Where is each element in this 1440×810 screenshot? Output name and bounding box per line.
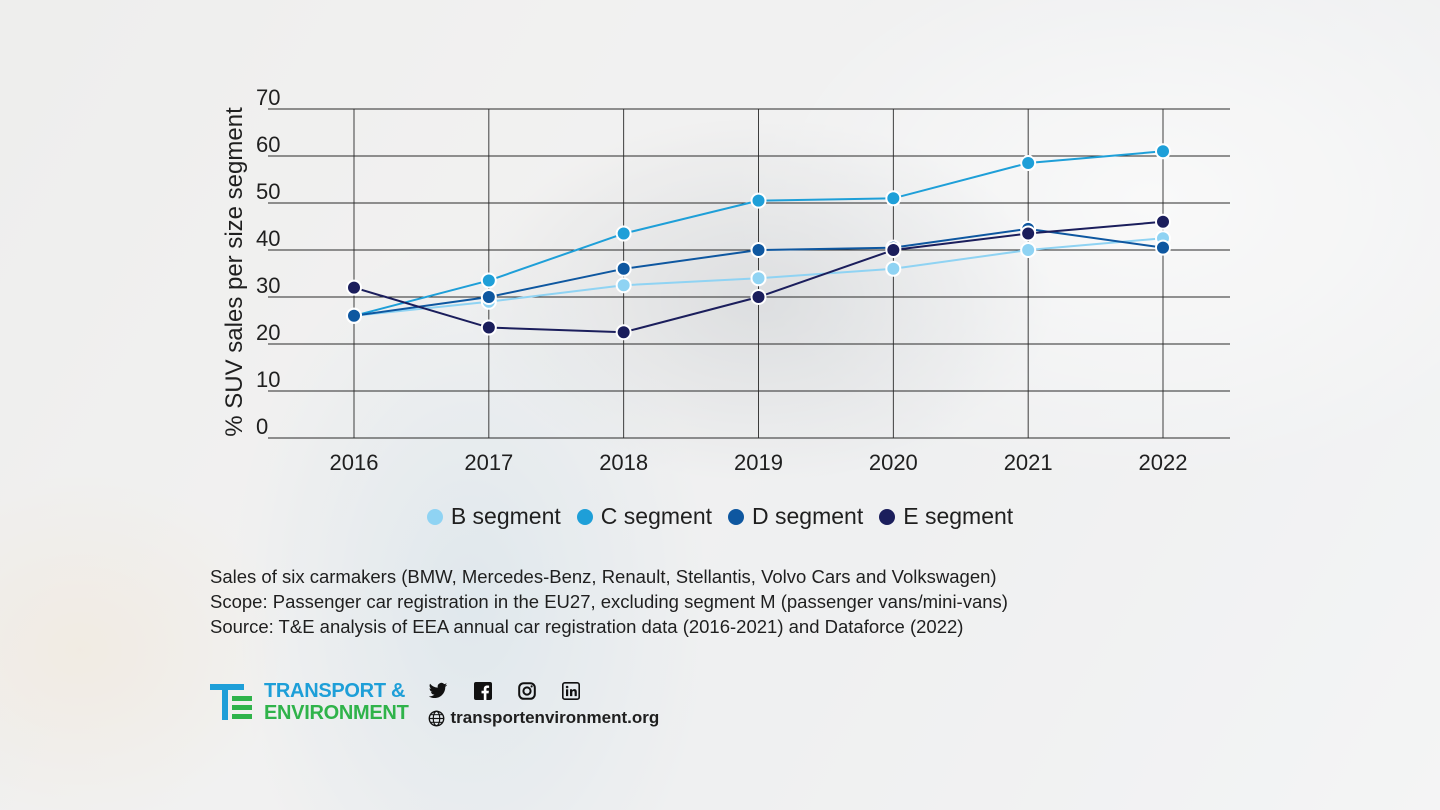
x-tick-label: 2016 bbox=[330, 450, 379, 475]
data-point bbox=[1155, 143, 1171, 160]
website-link[interactable]: transportenvironment.org bbox=[450, 708, 660, 727]
data-point bbox=[1020, 155, 1037, 172]
legend-swatch bbox=[728, 508, 744, 525]
legend-item: D segment bbox=[728, 503, 863, 530]
y-axis-label: % SUV sales per size segment bbox=[221, 107, 248, 437]
chart-legend: B segment C segment D segment E segment bbox=[0, 503, 1440, 530]
y-tick-label: 50 bbox=[256, 179, 280, 204]
data-point bbox=[480, 272, 497, 289]
logo-line2: ENVIRONMENT bbox=[264, 702, 409, 724]
y-tick-label: 0 bbox=[256, 414, 268, 439]
data-point bbox=[346, 307, 362, 324]
note-carmakers: Sales of six carmakers (BMW, Mercedes-Be… bbox=[210, 566, 997, 587]
note-scope: Scope: Passenger car registration in the… bbox=[210, 591, 1008, 612]
data-point bbox=[750, 270, 767, 287]
te-logo[interactable]: TRANSPORT & ENVIRONMENT bbox=[210, 680, 409, 724]
y-tick-label: 30 bbox=[256, 273, 280, 298]
data-point bbox=[885, 260, 902, 277]
y-tick-label: 40 bbox=[256, 226, 280, 251]
footer: TRANSPORT & ENVIRONMENT bbox=[210, 680, 659, 728]
x-axis-ticks: 2016 2017 2018 2019 2020 2021 2022 bbox=[330, 450, 1188, 475]
data-point bbox=[885, 242, 902, 258]
legend-label: B segment bbox=[450, 503, 561, 529]
chart-notes: Sales of six carmakers (BMW, Mercedes-Be… bbox=[210, 564, 1008, 639]
data-point bbox=[750, 242, 767, 258]
x-tick-label: 2018 bbox=[599, 450, 648, 475]
data-point bbox=[480, 319, 497, 336]
y-axis-ticks: 0 10 20 30 40 50 60 70 bbox=[256, 85, 280, 439]
x-tick-label: 2021 bbox=[1004, 450, 1053, 475]
data-point bbox=[750, 289, 767, 305]
legend-label: D segment bbox=[752, 503, 864, 529]
data-point bbox=[615, 277, 632, 294]
data-point bbox=[615, 225, 632, 242]
data-point bbox=[480, 289, 497, 305]
legend-swatch bbox=[576, 508, 593, 525]
legend-swatch bbox=[426, 508, 443, 525]
data-point bbox=[750, 192, 767, 209]
globe-icon bbox=[429, 710, 445, 726]
legend-item: B segment bbox=[426, 503, 561, 530]
data-point bbox=[1020, 242, 1037, 258]
facebook-icon[interactable] bbox=[474, 682, 493, 700]
legend-swatch bbox=[879, 508, 896, 525]
legend-label: E segment bbox=[903, 503, 1014, 529]
social-links: transportenvironment.org bbox=[428, 680, 659, 728]
data-point bbox=[615, 324, 632, 341]
y-tick-label: 10 bbox=[256, 367, 280, 392]
chart-series bbox=[346, 143, 1171, 341]
instagram-icon[interactable] bbox=[518, 682, 537, 700]
data-point bbox=[1155, 239, 1171, 256]
linkedin-icon[interactable] bbox=[562, 682, 581, 700]
x-tick-label: 2019 bbox=[734, 450, 783, 475]
line-chart: 0 10 20 30 40 50 60 70 2016 2017 2018 2019 2020 2021… bbox=[221, 85, 1230, 475]
note-source: Source: T&E analysis of EEA annual car r… bbox=[210, 616, 964, 637]
x-tick-label: 2017 bbox=[464, 450, 513, 475]
logo-line1: TRANSPORT & bbox=[264, 680, 406, 702]
data-point bbox=[615, 260, 632, 277]
x-tick-label: 2022 bbox=[1139, 450, 1188, 475]
x-tick-label: 2020 bbox=[869, 450, 918, 475]
data-point bbox=[1020, 225, 1037, 242]
legend-item: E segment bbox=[879, 503, 1013, 530]
legend-label: C segment bbox=[600, 503, 712, 529]
data-point bbox=[885, 190, 902, 207]
y-tick-label: 60 bbox=[256, 132, 280, 157]
y-tick-label: 70 bbox=[256, 85, 280, 110]
data-point bbox=[346, 279, 362, 296]
data-point bbox=[1155, 213, 1171, 230]
twitter-icon[interactable] bbox=[428, 682, 448, 700]
legend-item: C segment bbox=[576, 503, 712, 530]
te-logo-mark-icon bbox=[210, 684, 252, 720]
y-tick-label: 20 bbox=[256, 320, 280, 345]
